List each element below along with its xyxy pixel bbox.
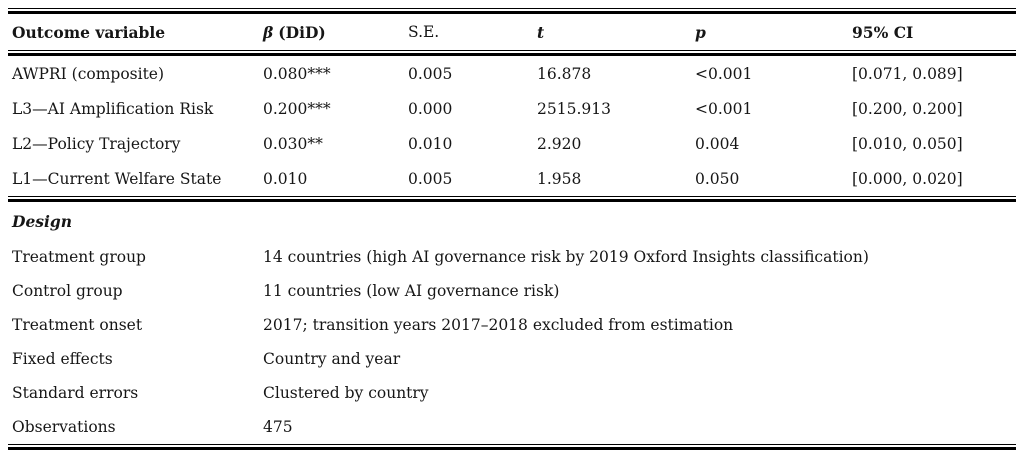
cell-se: 0.010	[408, 134, 453, 153]
table-row: L1—Current Welfare State 0.010 0.005 1.9…	[8, 161, 1016, 196]
cell-beta: 0.080***	[263, 64, 331, 83]
design-label: Treatment group	[12, 248, 146, 266]
cell-beta: 0.200***	[263, 99, 331, 118]
cell-ci: [0.200, 0.200]	[852, 99, 963, 118]
column-header-95ci: 95% CI	[852, 22, 914, 42]
design-value: 11 countries (low AI governance risk)	[263, 282, 560, 300]
table-row: L3—AI Amplification Risk 0.200*** 0.000 …	[8, 91, 1016, 126]
table-row: L2—Policy Trajectory 0.030** 0.010 2.920…	[8, 126, 1016, 161]
beta-did-label: (DiD)	[278, 22, 326, 42]
design-value: 475	[263, 418, 293, 436]
cell-t: 16.878	[537, 64, 592, 83]
table-rule-bottom	[8, 444, 1016, 450]
cell-t: 1.958	[537, 169, 582, 188]
design-label: Fixed effects	[12, 350, 113, 368]
table-rule-header-bottom	[8, 50, 1016, 56]
design-row: Control group 11 countries (low AI gover…	[8, 274, 1016, 308]
design-value: 14 countries (high AI governance risk by…	[263, 248, 869, 266]
cell-ci: [0.000, 0.020]	[852, 169, 963, 188]
column-header-p: p	[695, 22, 706, 42]
design-row: Fixed effects Country and year	[8, 342, 1016, 376]
beta-symbol: β	[263, 22, 274, 42]
cell-se: 0.005	[408, 169, 453, 188]
table-row: AWPRI (composite) 0.080*** 0.005 16.878 …	[8, 56, 1016, 91]
cell-t: 2515.913	[537, 99, 611, 118]
design-value: Country and year	[263, 350, 401, 368]
design-label: Observations	[12, 418, 116, 436]
column-header-beta-did: β (DiD)	[263, 23, 408, 42]
design-value: 2017; transition years 2017–2018 exclude…	[263, 316, 734, 334]
table-rule-top	[8, 8, 1016, 14]
column-header-se: S.E.	[408, 23, 440, 41]
table-rule-mid	[8, 196, 1016, 202]
column-header-outcome-variable: Outcome variable	[12, 22, 166, 42]
column-header-t: t	[537, 22, 545, 42]
cell-t: 2.920	[537, 134, 582, 153]
design-row: Treatment group 14 countries (high AI go…	[8, 240, 1016, 274]
cell-outcome: L3—AI Amplification Risk	[12, 99, 214, 118]
design-label: Treatment onset	[12, 316, 143, 334]
cell-p: 0.004	[695, 134, 740, 153]
cell-outcome: L2—Policy Trajectory	[12, 134, 181, 153]
design-section-heading: Design	[12, 211, 73, 231]
stats-table-header-row: Outcome variable β (DiD) S.E. t p 95% CI	[8, 14, 1016, 50]
cell-outcome: AWPRI (composite)	[12, 64, 165, 83]
cell-beta: 0.030**	[263, 134, 323, 153]
cell-p: 0.050	[695, 169, 740, 188]
design-row: Observations 475	[8, 410, 1016, 444]
design-row: Standard errors Clustered by country	[8, 376, 1016, 410]
design-label: Standard errors	[12, 384, 139, 402]
cell-se: 0.000	[408, 99, 453, 118]
design-row: Treatment onset 2017; transition years 2…	[8, 308, 1016, 342]
cell-ci: [0.071, 0.089]	[852, 64, 963, 83]
cell-p: <0.001	[695, 64, 753, 83]
cell-se: 0.005	[408, 64, 453, 83]
design-value: Clustered by country	[263, 384, 429, 402]
cell-beta: 0.010	[263, 169, 308, 188]
cell-outcome: L1—Current Welfare State	[12, 169, 222, 188]
cell-ci: [0.010, 0.050]	[852, 134, 963, 153]
design-label: Control group	[12, 282, 123, 300]
cell-p: <0.001	[695, 99, 753, 118]
